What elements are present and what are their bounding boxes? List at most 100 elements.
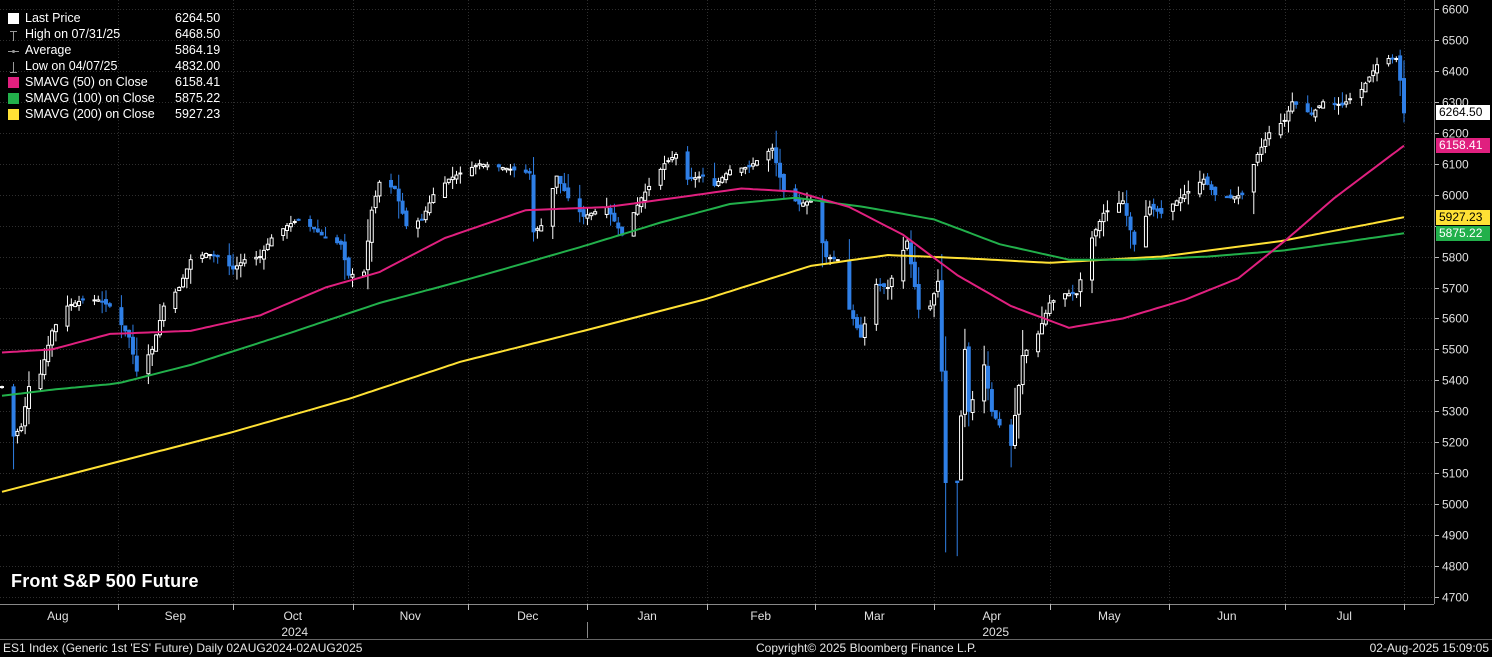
candle-body — [701, 174, 705, 177]
candle-body — [1263, 139, 1268, 148]
candle-body — [73, 302, 78, 308]
candle-body — [1039, 323, 1044, 335]
candle-body — [1051, 300, 1056, 303]
chart-title: Front S&P 500 Future — [11, 571, 199, 591]
candle-body — [801, 202, 806, 207]
candle-body — [473, 165, 478, 168]
legend: Last Price 6264.50 High on 07/31/25 6468.50… — [8, 10, 220, 122]
candle-body — [1286, 110, 1291, 122]
candle-body — [389, 179, 394, 188]
candle-body — [42, 359, 47, 376]
candle-body — [23, 406, 28, 427]
candle-body — [912, 261, 917, 287]
candle-body — [269, 237, 274, 247]
y-tick-label: 5000 — [1442, 498, 1469, 512]
candle-body — [970, 399, 975, 413]
candle-body — [107, 303, 112, 307]
candle-body — [982, 364, 987, 402]
candle-body — [362, 271, 367, 277]
candle-body — [851, 310, 856, 319]
legend-value: 6468.50 — [175, 27, 221, 41]
candle-body — [265, 243, 270, 251]
candle-body — [643, 191, 648, 201]
candle-body — [419, 218, 424, 221]
candle-body — [986, 365, 991, 389]
sma50-line — [1, 144, 1405, 354]
candle-body — [123, 325, 128, 332]
x-month-label: Sep — [165, 609, 187, 623]
candle-body — [855, 317, 860, 329]
candle-body — [204, 252, 209, 258]
candle-body — [828, 257, 833, 260]
candle-body — [258, 256, 263, 259]
candle-body — [1197, 181, 1202, 195]
y-tick-label: 4900 — [1442, 529, 1469, 543]
candle-body — [446, 178, 451, 183]
y-tick-label: 4800 — [1442, 560, 1469, 574]
candle-body — [727, 169, 732, 176]
y-tick-label: 5600 — [1442, 312, 1469, 326]
candle-body — [11, 386, 16, 437]
candle-body — [1205, 176, 1210, 185]
candle-body — [231, 265, 236, 270]
candle-body — [1390, 57, 1395, 60]
candle-body — [1209, 184, 1214, 191]
candle-body — [647, 185, 652, 191]
candle-body — [797, 198, 802, 205]
candle-body — [531, 174, 536, 233]
candle-body — [905, 240, 910, 249]
candle-body — [15, 430, 20, 437]
legend-label: Low on 04/07/25 — [25, 59, 118, 73]
legend-label: SMAVG (200) on Close — [25, 107, 155, 121]
candle-body — [558, 175, 563, 184]
candle-body — [242, 259, 247, 264]
candle-body — [1313, 109, 1318, 118]
x-month-label: May — [1098, 609, 1121, 623]
candle-body — [1290, 101, 1295, 112]
candle-body — [858, 324, 863, 338]
candle-body — [1128, 216, 1133, 231]
footer-timestamp: 02-Aug-2025 15:09:05 — [1369, 641, 1489, 655]
candle-body — [150, 348, 155, 355]
candle-body — [404, 210, 409, 227]
candle-body — [747, 165, 752, 168]
candle-body — [1012, 414, 1017, 446]
candle-body — [697, 176, 702, 179]
candle-body — [1398, 55, 1403, 81]
candle-body — [0, 386, 4, 389]
candle-body — [161, 305, 166, 322]
x-year-label: 2025 — [982, 625, 1009, 639]
square-icon — [8, 108, 19, 120]
candle-body — [1371, 70, 1376, 77]
candle-body — [523, 169, 528, 173]
candle-body — [377, 181, 382, 197]
candle-body — [281, 228, 286, 236]
average-marker-icon — [8, 45, 19, 56]
candle-body — [804, 201, 809, 206]
candle-body — [604, 206, 609, 215]
candle-body — [666, 160, 671, 163]
candle-body — [962, 348, 967, 415]
y-tick-label: 5700 — [1442, 282, 1469, 296]
candle-body — [1097, 221, 1102, 232]
candle-body — [26, 386, 31, 409]
candle-body — [415, 220, 420, 229]
candle-body — [103, 299, 108, 305]
candle-body — [1367, 76, 1372, 82]
candle-body — [311, 226, 316, 230]
candle-body — [508, 168, 513, 171]
plot-background — [0, 0, 1434, 604]
legend-value: 4832.00 — [175, 59, 221, 73]
candle-body — [365, 240, 370, 271]
candle-body — [1151, 203, 1156, 210]
candle-body — [1359, 88, 1364, 99]
legend-value: 6264.50 — [175, 11, 221, 25]
legend-item: Low on 04/07/25 4832.00 — [8, 58, 220, 74]
candle-body — [1155, 208, 1160, 212]
last-price-badge: 6264.50 — [1436, 105, 1490, 121]
candle-body — [1232, 196, 1237, 200]
candle-body — [1016, 385, 1021, 415]
square-icon — [8, 92, 19, 104]
candle-body — [1178, 197, 1183, 204]
candle-body — [581, 209, 586, 217]
